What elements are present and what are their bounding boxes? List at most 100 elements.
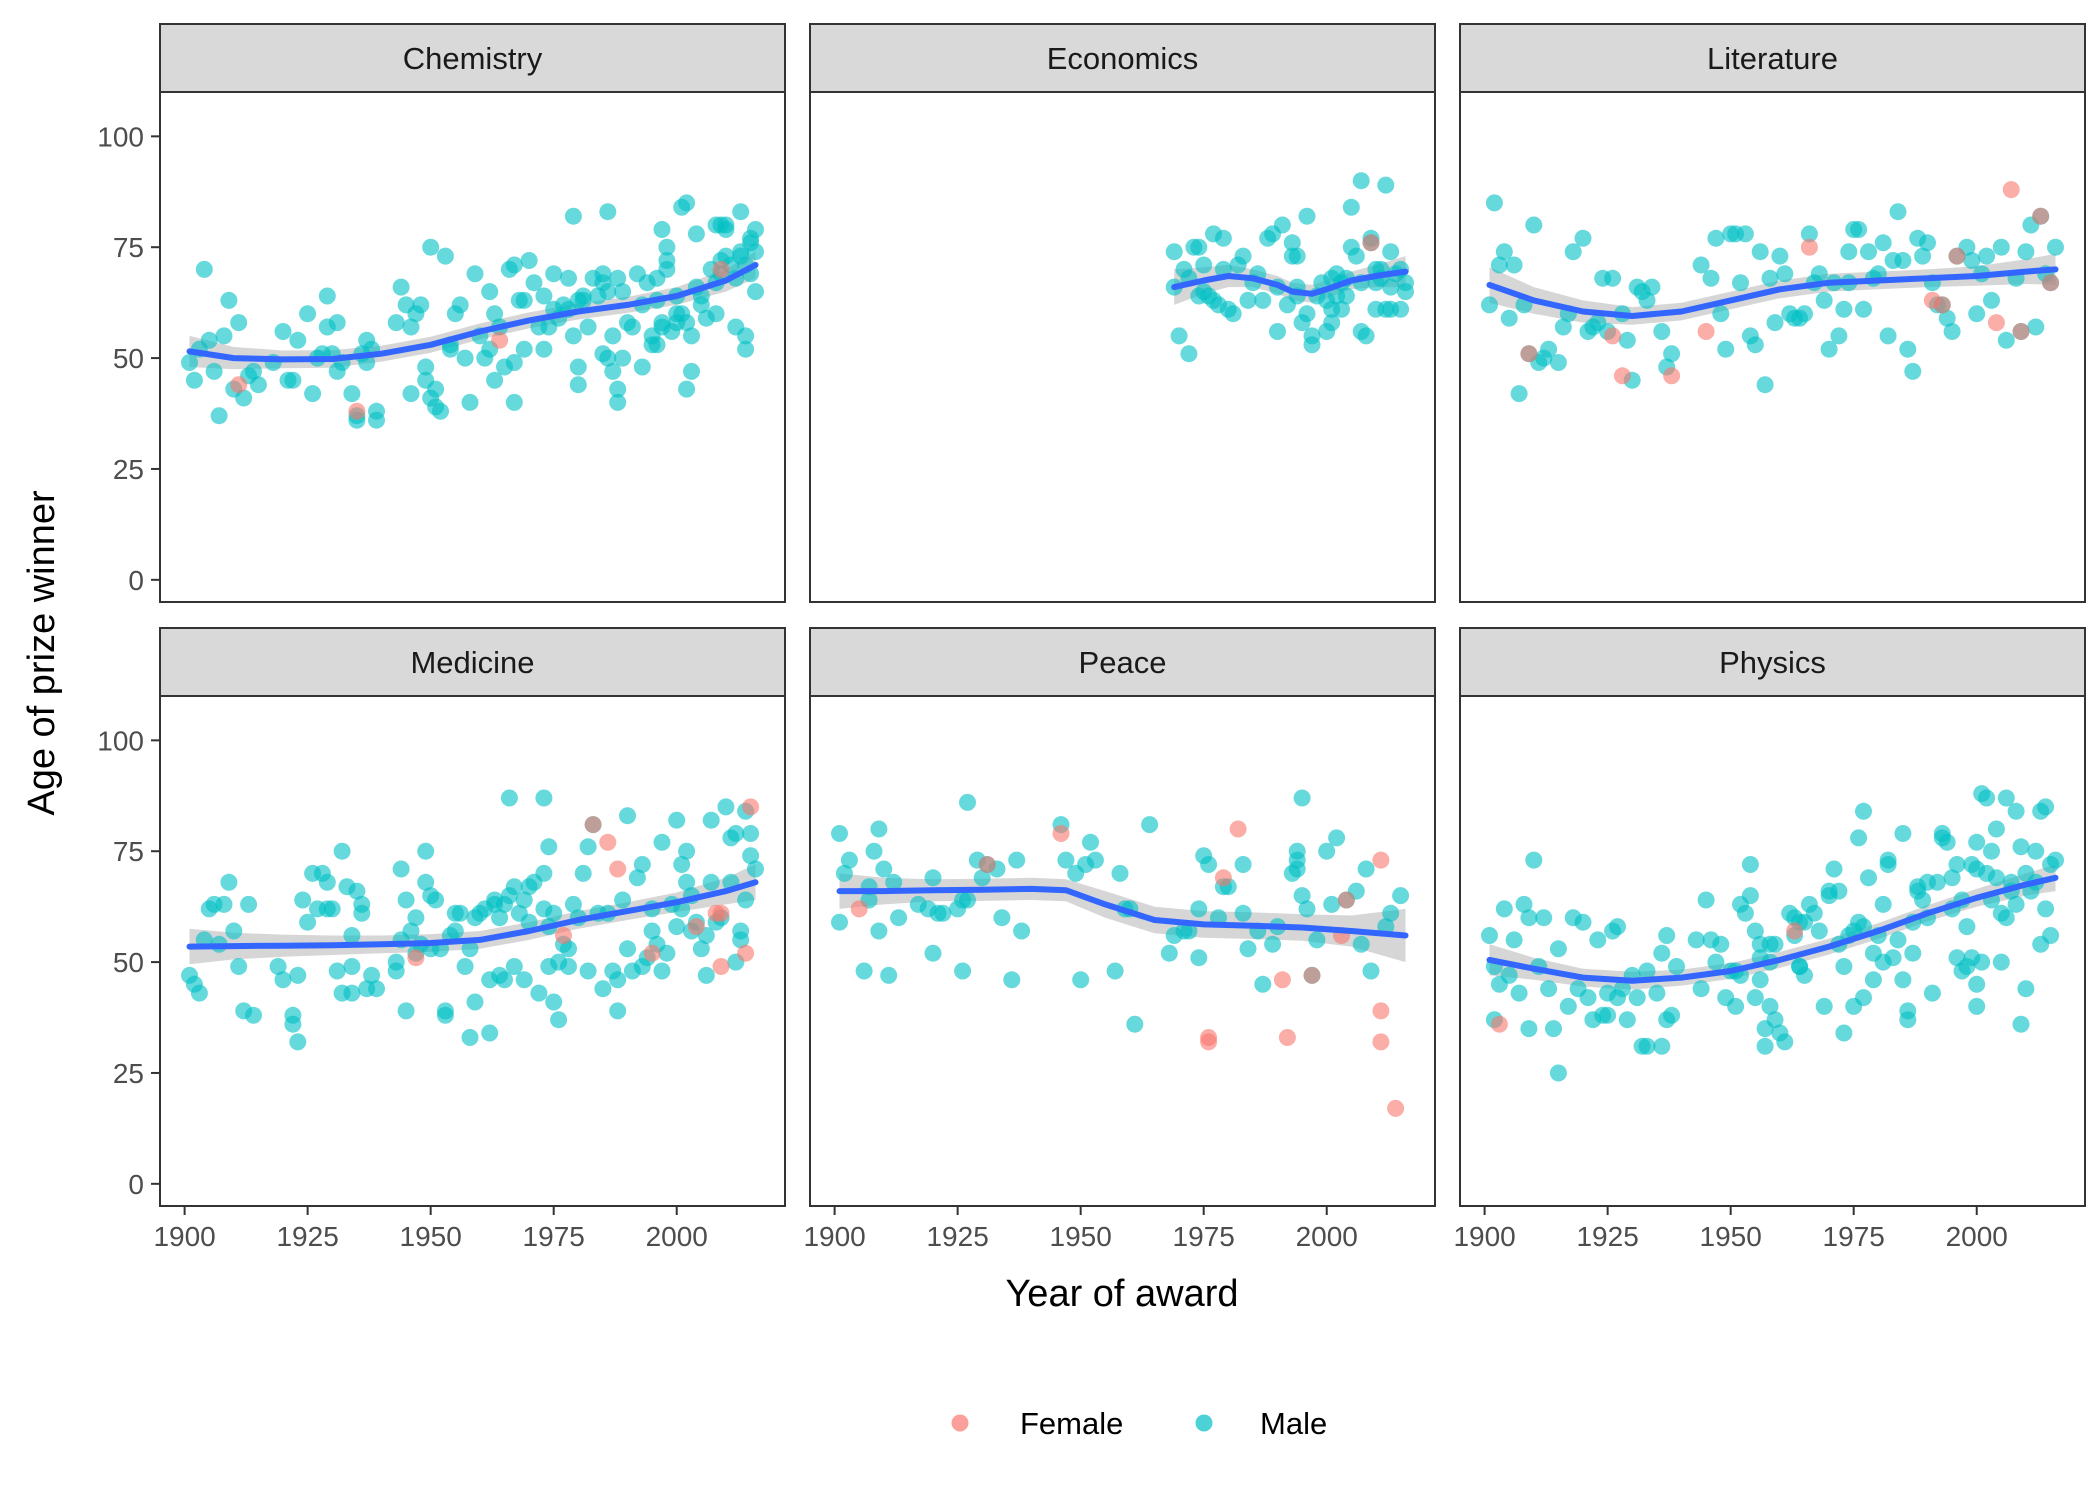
point-male — [1337, 287, 1355, 305]
point-female — [643, 944, 661, 962]
point-female — [1786, 922, 1804, 940]
panel-chemistry: Chemistry 0 25 50 75 100 — [97, 23, 786, 603]
point-male — [599, 203, 617, 221]
point-male — [451, 296, 469, 314]
point-male — [993, 909, 1011, 927]
point-female — [1372, 851, 1390, 869]
point-male — [1510, 984, 1528, 1002]
point-male — [678, 842, 696, 860]
point-male — [673, 856, 691, 873]
panel-border-chemistry — [159, 91, 786, 603]
point-male — [318, 287, 336, 305]
point-male — [1943, 323, 1961, 340]
strip-label-economics: Economics — [1047, 41, 1199, 76]
y-tick-label: 100 — [97, 725, 144, 756]
x-tick-label: 1975 — [523, 1221, 585, 1252]
point-male — [1879, 851, 1897, 869]
point-male — [742, 825, 760, 842]
point-male — [456, 349, 474, 367]
point-male — [1382, 243, 1400, 261]
point-male — [333, 842, 351, 860]
point-male — [707, 305, 725, 323]
point-male — [678, 194, 696, 212]
point-male — [1170, 327, 1188, 345]
point-male — [1751, 971, 1769, 989]
point-male — [1712, 305, 1730, 323]
point-male — [1968, 305, 1986, 323]
point-male — [653, 833, 671, 851]
point-male — [1835, 1024, 1853, 1042]
point-male — [633, 358, 651, 376]
point-male — [289, 331, 307, 349]
point-male — [1835, 958, 1853, 975]
point-male — [1766, 935, 1784, 953]
point-male — [579, 962, 597, 980]
point-male — [486, 371, 504, 389]
point-male — [240, 895, 258, 913]
point-male — [407, 909, 425, 927]
point-male — [594, 980, 612, 998]
point-male — [417, 873, 435, 891]
point-male — [249, 376, 267, 394]
point-male — [1234, 247, 1252, 265]
strip-peace — [809, 627, 1436, 697]
point-female — [1490, 1015, 1508, 1033]
point-male — [727, 825, 745, 842]
x-tick-label: 2000 — [646, 1221, 708, 1252]
point-male — [831, 825, 848, 842]
point-male — [1741, 887, 1759, 905]
point-male — [1609, 918, 1626, 936]
point-male — [1190, 949, 1208, 967]
point-male — [1554, 318, 1572, 336]
point-male — [481, 1024, 499, 1042]
point-male — [875, 860, 893, 878]
point-male — [1973, 953, 1991, 971]
point-female — [1697, 323, 1715, 340]
point-male — [1505, 931, 1523, 949]
point-male — [959, 793, 976, 811]
point-male — [579, 318, 597, 336]
point-male — [461, 940, 479, 958]
point-male — [545, 904, 563, 922]
point-male — [614, 891, 632, 909]
point-female — [1604, 327, 1622, 345]
point-male — [215, 327, 233, 345]
point-male — [614, 349, 632, 367]
point-male — [1766, 1011, 1784, 1029]
point-male — [1308, 931, 1326, 949]
point-male — [1303, 336, 1321, 354]
point-male — [304, 385, 322, 403]
x-tick-label: 1900 — [803, 1221, 865, 1252]
point-male — [1663, 345, 1681, 363]
point-male — [363, 966, 381, 984]
point-male — [1850, 829, 1868, 847]
y-tick-label: 50 — [113, 947, 144, 978]
point-female — [2002, 181, 2020, 199]
point-male — [328, 962, 346, 980]
point-male — [1800, 225, 1818, 243]
point-male — [1003, 971, 1021, 989]
point-male — [1746, 336, 1764, 354]
point-male — [1283, 234, 1301, 252]
point-male — [1323, 895, 1341, 913]
point-male — [1643, 278, 1661, 296]
point-male — [614, 283, 632, 301]
strip-label-physics: Physics — [1719, 645, 1826, 680]
y-tick-label: 100 — [97, 121, 144, 152]
point-male — [1997, 789, 2015, 807]
point-male — [732, 203, 750, 221]
point-male — [1293, 887, 1311, 905]
point-male — [284, 371, 302, 389]
point-male — [466, 993, 484, 1011]
point-male — [668, 811, 686, 829]
point-male — [2007, 802, 2025, 820]
point-male — [545, 265, 563, 283]
point-male — [210, 407, 228, 425]
point-male — [387, 962, 405, 980]
point-male — [1815, 997, 1833, 1015]
point-male — [1687, 931, 1705, 949]
point-male — [737, 891, 755, 909]
point-male — [402, 318, 420, 336]
